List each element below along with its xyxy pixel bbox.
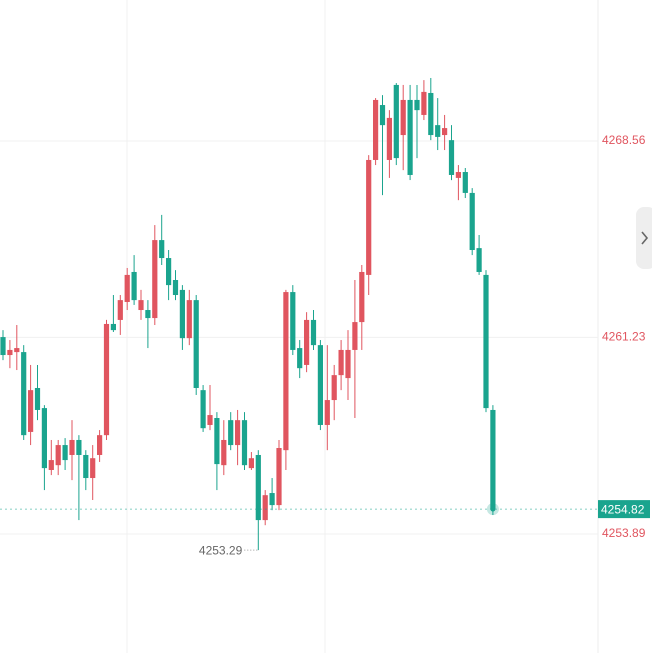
candle-body [304, 319, 310, 365]
candle-body [159, 240, 165, 259]
candle-body [324, 400, 330, 425]
candle-body [117, 300, 123, 320]
candle-body [138, 300, 144, 311]
candle-body [124, 274, 130, 302]
candle-body [34, 387, 41, 410]
candle-body [331, 375, 337, 401]
scroll-tab[interactable] [636, 207, 652, 269]
candle-body [152, 240, 158, 319]
candle-body [145, 310, 151, 319]
candle-body [393, 84, 399, 159]
candle-body [214, 418, 220, 465]
candle-body [83, 454, 89, 479]
candle-body [62, 445, 68, 461]
candle-body [366, 159, 372, 275]
candle-body [221, 439, 227, 466]
candle-body [97, 435, 103, 455]
scroll-arrow[interactable] [641, 231, 649, 245]
candle-body [462, 172, 468, 193]
y-tick-label: 4261.23 [602, 330, 646, 344]
last-price-label: 4254.82 [601, 502, 645, 516]
candle-body [76, 439, 82, 455]
candle-body [90, 458, 96, 479]
candle-body [359, 271, 365, 323]
candle-body [407, 99, 413, 175]
candle-body [455, 172, 461, 178]
last-price-dot [490, 506, 496, 512]
candle-body [386, 117, 392, 160]
candle-body [290, 292, 296, 350]
candle-body [262, 495, 268, 521]
candle-body [48, 460, 54, 470]
candle-body [297, 348, 303, 369]
candle-body [172, 280, 179, 296]
candle-body [414, 99, 420, 111]
candle-body [283, 292, 289, 451]
candle-body [55, 445, 61, 466]
candle-body [317, 345, 323, 425]
candle-body [400, 99, 406, 136]
candle-body [428, 92, 434, 136]
candle-body [235, 420, 241, 446]
candle-body [448, 140, 455, 175]
candle-body [228, 420, 234, 446]
candle-body [179, 289, 185, 339]
candle-body [21, 352, 27, 436]
candle-body [352, 322, 358, 350]
candle-body [373, 99, 379, 160]
candle-body [483, 274, 489, 409]
candle-body [276, 448, 282, 506]
candle-body [379, 105, 386, 126]
candle-body [338, 349, 344, 376]
candle-body [14, 348, 20, 353]
candle-body [435, 125, 441, 137]
candle-body [166, 258, 172, 286]
candle-body [110, 323, 116, 331]
candle-body [255, 454, 261, 521]
candle-body [7, 349, 13, 356]
candle-body [0, 337, 6, 356]
low-annotation: 4253.29 [199, 543, 243, 557]
scroll-tab-bg[interactable] [636, 207, 652, 269]
candle-body [28, 390, 34, 432]
candle-body [248, 458, 254, 469]
candle-body [469, 192, 475, 250]
candle-body [200, 390, 206, 429]
y-tick-label: 4253.89 [602, 526, 646, 540]
candle-body [41, 408, 47, 469]
last-price-box [598, 500, 650, 519]
candle-body [345, 349, 351, 379]
candle-body [442, 128, 448, 136]
candle-body [186, 300, 192, 339]
candle-body [310, 319, 317, 346]
candle-body [103, 323, 110, 436]
candle-body [269, 493, 275, 506]
candle-body [131, 271, 137, 301]
candle-body [490, 409, 496, 510]
y-tick-label: 4268.56 [602, 133, 646, 147]
candle-body [476, 248, 482, 272]
candle-body [207, 415, 213, 425]
candle-body [421, 91, 427, 115]
candle-body [193, 300, 199, 388]
candle-body [69, 439, 75, 455]
candle-body [241, 420, 248, 466]
